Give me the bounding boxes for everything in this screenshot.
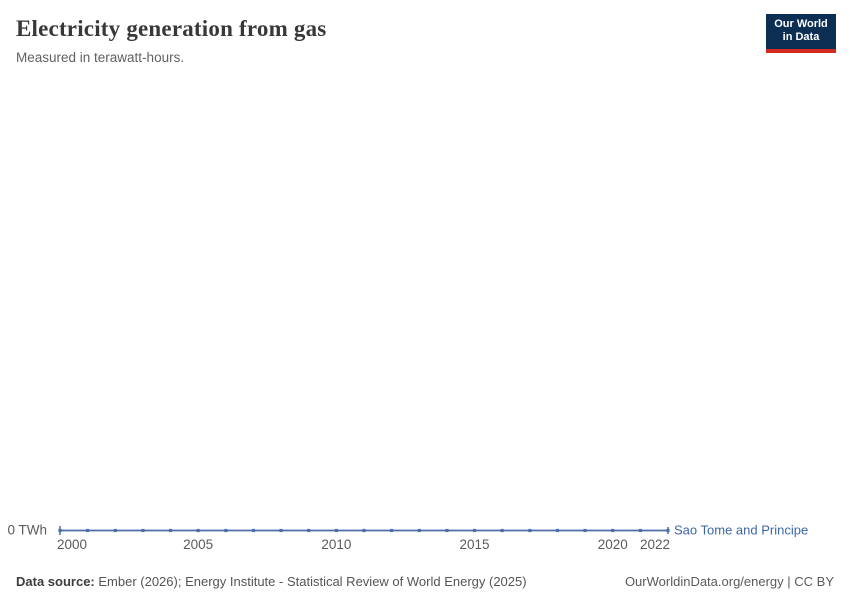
data-point-marker <box>611 528 615 533</box>
page-title: Electricity generation from gas <box>16 16 327 41</box>
x-tick-label: 2000 <box>57 537 87 552</box>
data-point-marker <box>168 528 173 533</box>
data-source-label: Data source: <box>16 574 95 589</box>
owid-logo-line2: in Data <box>782 31 820 44</box>
x-tick-label: 2022 <box>640 537 670 552</box>
data-point-marker <box>251 528 256 533</box>
x-tick-label: 2015 <box>460 537 490 552</box>
owid-logo[interactable]: Our World in Data <box>766 14 836 53</box>
series-label[interactable]: Sao Tome and Principe <box>674 523 808 538</box>
data-point-marker <box>638 528 642 533</box>
data-point-marker <box>666 528 670 533</box>
data-point-marker <box>583 528 587 533</box>
x-tick-label: 2005 <box>183 537 213 552</box>
page-subtitle: Measured in terawatt-hours. <box>16 49 185 65</box>
data-source-note: Data source: Ember (2026); Energy Instit… <box>16 574 527 589</box>
x-tick-label: 2020 <box>598 537 628 552</box>
data-point-marker <box>390 528 394 533</box>
data-point-marker <box>555 528 560 533</box>
chart-header: Electricity generation from gas Measured… <box>16 15 740 65</box>
data-source-text: Ember (2026); Energy Institute - Statist… <box>94 574 527 589</box>
data-point-marker <box>362 528 366 533</box>
owid-credit-link[interactable]: OurWorldinData.org/energy | CC BY <box>624 574 834 589</box>
data-point-marker <box>500 528 504 533</box>
data-point-marker <box>113 528 117 533</box>
data-point-marker <box>307 528 311 533</box>
data-point-marker <box>196 528 200 533</box>
data-point-marker <box>141 528 145 533</box>
data-point-marker <box>445 528 449 533</box>
chart-footer: Data source: Ember (2026); Energy Instit… <box>16 574 834 589</box>
x-tick-label: 2010 <box>321 537 351 552</box>
data-point-marker <box>86 528 90 533</box>
data-point-marker <box>224 528 228 533</box>
y-axis-label: 0 TWh <box>7 523 47 538</box>
data-point-marker <box>279 528 283 533</box>
data-point-marker <box>417 528 421 533</box>
data-point-marker <box>528 528 532 533</box>
data-point-marker <box>58 528 62 533</box>
data-point-marker <box>472 528 477 533</box>
data-point-marker <box>334 528 338 533</box>
owid-logo-line1: Our World <box>774 18 828 30</box>
